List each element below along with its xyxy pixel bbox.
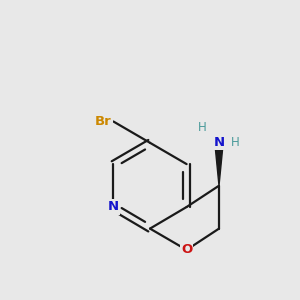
- Text: H: H: [198, 121, 207, 134]
- Text: Br: Br: [95, 115, 112, 128]
- Polygon shape: [215, 143, 223, 186]
- Text: N: N: [108, 200, 119, 214]
- Text: H: H: [231, 136, 240, 149]
- Text: N: N: [213, 136, 225, 149]
- Text: O: O: [181, 243, 192, 256]
